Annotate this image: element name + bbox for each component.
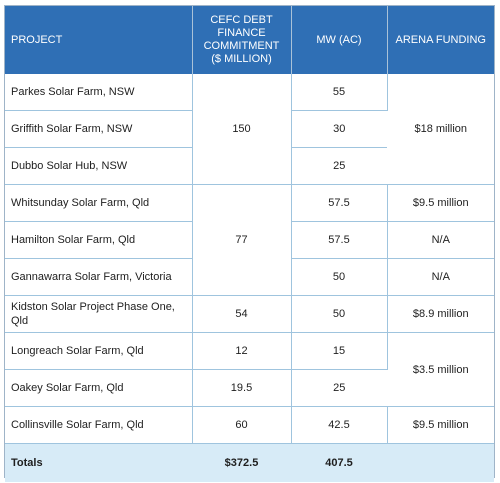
header-mw: MW (AC) bbox=[291, 6, 388, 74]
header-cefc-commitment: CEFC DEBT FINANCE COMMITMENT ($ MILLION) bbox=[192, 6, 292, 74]
solar-projects-table-container: PROJECT CEFC DEBT FINANCE COMMITMENT ($ … bbox=[4, 5, 495, 482]
totals-cefc: $372.5 bbox=[192, 443, 291, 482]
mw-value: 50 bbox=[291, 295, 388, 333]
project-name: Collinsville Solar Farm, Qld bbox=[5, 406, 193, 444]
project-name: Parkes Solar Farm, NSW bbox=[5, 74, 193, 111]
project-name: Dubbo Solar Hub, NSW bbox=[5, 147, 193, 185]
project-name: Oakey Solar Farm, Qld bbox=[5, 369, 193, 407]
project-name: Hamilton Solar Farm, Qld bbox=[5, 221, 193, 259]
project-name: Gannawarra Solar Farm, Victoria bbox=[5, 258, 193, 296]
cefc-value: 77 bbox=[192, 184, 292, 296]
table-row: Griffith Solar Farm, NSW 30 bbox=[5, 110, 494, 148]
project-name: Griffith Solar Farm, NSW bbox=[5, 110, 193, 148]
table-row: Kidston Solar Project Phase One, Qld 54 … bbox=[5, 295, 494, 333]
header-row: PROJECT CEFC DEBT FINANCE COMMITMENT ($ … bbox=[5, 6, 494, 74]
table-row: Gannawarra Solar Farm, Victoria 50 N/A bbox=[5, 258, 494, 296]
cefc-value: 12 bbox=[192, 332, 292, 370]
cefc-value: 54 bbox=[192, 295, 292, 333]
header-arena-funding: ARENA FUNDING bbox=[387, 6, 494, 74]
table-row: Whitsunday Solar Farm, Qld 77 57.5 $9.5 … bbox=[5, 184, 494, 296]
totals-mw: 407.5 bbox=[291, 443, 387, 482]
table-row: Parkes Solar Farm, NSW 150 55 $18 millio… bbox=[5, 74, 494, 185]
table-row: Dubbo Solar Hub, NSW 25 bbox=[5, 147, 494, 185]
arena-value: N/A bbox=[387, 221, 494, 259]
mw-value: 57.5 bbox=[291, 221, 388, 259]
arena-value: $3.5 million bbox=[387, 332, 494, 407]
mw-value: 25 bbox=[291, 369, 387, 407]
arena-value: $18 million bbox=[387, 74, 494, 185]
cefc-value: 150 bbox=[192, 74, 292, 185]
project-name: Whitsunday Solar Farm, Qld bbox=[5, 184, 193, 222]
arena-value: N/A bbox=[387, 258, 494, 296]
totals-row: Totals $372.5 407.5 bbox=[5, 443, 494, 482]
solar-projects-table: PROJECT CEFC DEBT FINANCE COMMITMENT ($ … bbox=[5, 6, 494, 482]
arena-value: $9.5 million bbox=[387, 406, 494, 444]
cefc-value: 19.5 bbox=[192, 369, 292, 407]
arena-value: $8.9 million bbox=[387, 295, 494, 333]
totals-arena-empty bbox=[387, 443, 494, 482]
project-name: Longreach Solar Farm, Qld bbox=[5, 332, 193, 370]
mw-value: 15 bbox=[291, 332, 388, 370]
table-row: Oakey Solar Farm, Qld 19.5 25 bbox=[5, 369, 494, 407]
header-project: PROJECT bbox=[5, 6, 193, 74]
project-name: Kidston Solar Project Phase One, Qld bbox=[5, 295, 193, 333]
cefc-value: 60 bbox=[192, 406, 292, 444]
table-row: Hamilton Solar Farm, Qld 57.5 N/A bbox=[5, 221, 494, 259]
mw-value: 30 bbox=[291, 110, 387, 148]
mw-value: 42.5 bbox=[291, 406, 388, 444]
totals-label: Totals bbox=[5, 443, 192, 482]
table-row: Longreach Solar Farm, Qld 12 15 $3.5 mil… bbox=[5, 332, 494, 407]
mw-value: 57.5 bbox=[291, 184, 388, 222]
mw-value: 25 bbox=[291, 147, 387, 185]
mw-value: 55 bbox=[291, 74, 388, 111]
arena-value: $9.5 million bbox=[387, 184, 494, 222]
table-row: Collinsville Solar Farm, Qld 60 42.5 $9.… bbox=[5, 406, 494, 444]
mw-value: 50 bbox=[291, 258, 388, 296]
